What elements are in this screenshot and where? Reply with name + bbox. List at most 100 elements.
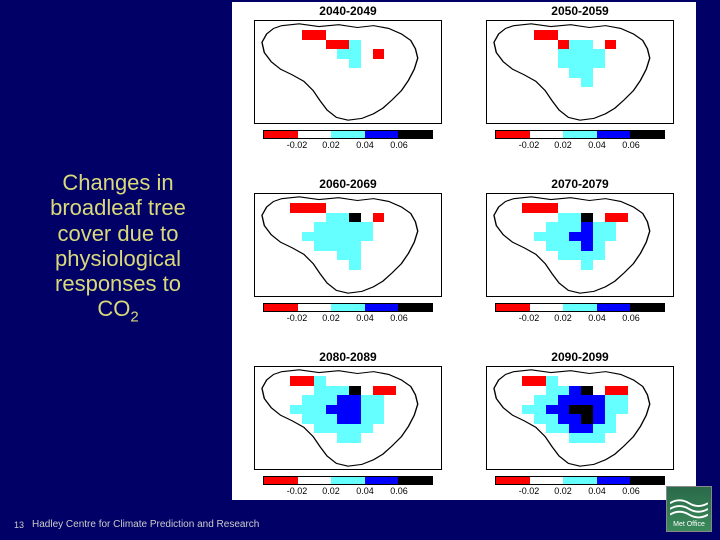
map-panel: 2070-2079 -0.02 0.02 0.04 0.06	[464, 175, 696, 348]
colorbar-segment	[530, 476, 564, 485]
colorbar-segment	[495, 476, 530, 485]
colorbar-tick-label: 0.04	[588, 140, 606, 150]
figure-area: 2040-2049 -0.02 0.02 0.04 0.06 2050-2059 -0.02…	[232, 2, 696, 500]
coastline-icon	[255, 21, 441, 123]
colorbar-segment	[331, 303, 365, 312]
map	[486, 20, 674, 124]
colorbar: -0.02 0.02 0.04 0.06	[495, 303, 665, 324]
map	[486, 193, 674, 297]
colorbar-segment	[365, 303, 399, 312]
colorbar-tick-label: 0.04	[356, 313, 374, 323]
colorbar-tick-label: 0.02	[554, 486, 572, 496]
coastline-icon	[487, 367, 673, 469]
logo-text: Met Office	[673, 521, 705, 528]
colorbar-segment	[331, 130, 365, 139]
title-last: CO	[97, 296, 130, 321]
colorbar-tick-label: 0.02	[554, 140, 572, 150]
colorbar-ticks: -0.02 0.02 0.04 0.06	[495, 139, 665, 151]
colorbar-tick-label: -0.02	[287, 486, 308, 496]
colorbar-ticks: -0.02 0.02 0.04 0.06	[495, 485, 665, 497]
logo-waves-icon	[670, 495, 708, 519]
slide-title: Changes in broadleaf tree cover due to p…	[18, 170, 218, 326]
panel-grid: 2040-2049 -0.02 0.02 0.04 0.06 2050-2059 -0.02…	[232, 2, 696, 500]
colorbar-ticks: -0.02 0.02 0.04 0.06	[495, 312, 665, 324]
map-panel: 2060-2069 -0.02 0.02 0.04 0.06	[232, 175, 464, 348]
colorbar: -0.02 0.02 0.04 0.06	[263, 476, 433, 497]
colorbar-tick-label: 0.06	[390, 313, 408, 323]
coastline-icon	[487, 21, 673, 123]
map	[254, 20, 442, 124]
panel-title: 2090-2099	[551, 350, 608, 364]
map	[486, 366, 674, 470]
colorbar: -0.02 0.02 0.04 0.06	[263, 303, 433, 324]
colorbar-segment	[398, 303, 433, 312]
colorbar: -0.02 0.02 0.04 0.06	[495, 130, 665, 151]
colorbar-tick-label: 0.04	[588, 313, 606, 323]
title-line: physiological	[55, 246, 181, 271]
footer-text: Hadley Centre for Climate Prediction and…	[32, 519, 259, 530]
colorbar-segment	[597, 476, 631, 485]
colorbar-segment	[563, 476, 597, 485]
colorbar-segment	[365, 476, 399, 485]
title-line: responses to	[55, 271, 181, 296]
colorbar-segment	[630, 476, 665, 485]
colorbar-segment	[495, 130, 530, 139]
panel-title: 2060-2069	[319, 177, 376, 191]
colorbar-segment	[398, 130, 433, 139]
colorbar-segment	[563, 303, 597, 312]
colorbar-ticks: -0.02 0.02 0.04 0.06	[263, 485, 433, 497]
colorbar-tick-label: 0.02	[554, 313, 572, 323]
colorbar-tick-label: -0.02	[519, 486, 540, 496]
colorbar-segment	[331, 476, 365, 485]
page-number: 13	[14, 520, 24, 530]
colorbar-segment	[597, 130, 631, 139]
colorbar-ticks: -0.02 0.02 0.04 0.06	[263, 312, 433, 324]
coastline-icon	[255, 194, 441, 296]
colorbar-segment	[563, 130, 597, 139]
colorbar-segment	[298, 476, 332, 485]
colorbar-tick-label: 0.06	[622, 486, 640, 496]
coastline-icon	[487, 194, 673, 296]
colorbar-segment	[530, 130, 564, 139]
colorbar-tick-label: -0.02	[287, 140, 308, 150]
panel-title: 2050-2059	[551, 4, 608, 18]
map	[254, 366, 442, 470]
colorbar-tick-label: 0.06	[622, 140, 640, 150]
map-panel: 2050-2059 -0.02 0.02 0.04 0.06	[464, 2, 696, 175]
colorbar-tick-label: -0.02	[519, 140, 540, 150]
colorbar-tick-label: 0.06	[390, 140, 408, 150]
colorbar-segment	[263, 476, 298, 485]
colorbar-ticks: -0.02 0.02 0.04 0.06	[263, 139, 433, 151]
colorbar-tick-label: 0.04	[356, 486, 374, 496]
colorbar-tick-label: 0.02	[322, 140, 340, 150]
colorbar: -0.02 0.02 0.04 0.06	[263, 130, 433, 151]
colorbar-tick-label: 0.04	[356, 140, 374, 150]
coastline-icon	[255, 367, 441, 469]
colorbar-segment	[530, 303, 564, 312]
colorbar-tick-label: 0.02	[322, 486, 340, 496]
colorbar-segment	[263, 303, 298, 312]
title-line: Changes in	[62, 170, 173, 195]
title-line: cover due to	[57, 221, 178, 246]
panel-title: 2070-2079	[551, 177, 608, 191]
colorbar-segment	[495, 303, 530, 312]
colorbar-segment	[298, 303, 332, 312]
colorbar-segment	[630, 130, 665, 139]
colorbar-segment	[263, 130, 298, 139]
colorbar-tick-label: 0.04	[588, 486, 606, 496]
colorbar-tick-label: 0.06	[622, 313, 640, 323]
colorbar-segment	[298, 130, 332, 139]
title-subscript: 2	[130, 309, 138, 326]
colorbar-segment	[365, 130, 399, 139]
colorbar-tick-label: -0.02	[519, 313, 540, 323]
colorbar-tick-label: -0.02	[287, 313, 308, 323]
colorbar-segment	[597, 303, 631, 312]
colorbar: -0.02 0.02 0.04 0.06	[495, 476, 665, 497]
met-office-logo: Met Office	[666, 486, 712, 532]
map-panel: 2080-2089-0.020.020.040.06	[232, 348, 464, 521]
colorbar-tick-label: 0.06	[390, 486, 408, 496]
map-panel: 2040-2049 -0.02 0.02 0.04 0.06	[232, 2, 464, 175]
panel-title: 2040-2049	[319, 4, 376, 18]
colorbar-segment	[398, 476, 433, 485]
colorbar-tick-label: 0.02	[322, 313, 340, 323]
